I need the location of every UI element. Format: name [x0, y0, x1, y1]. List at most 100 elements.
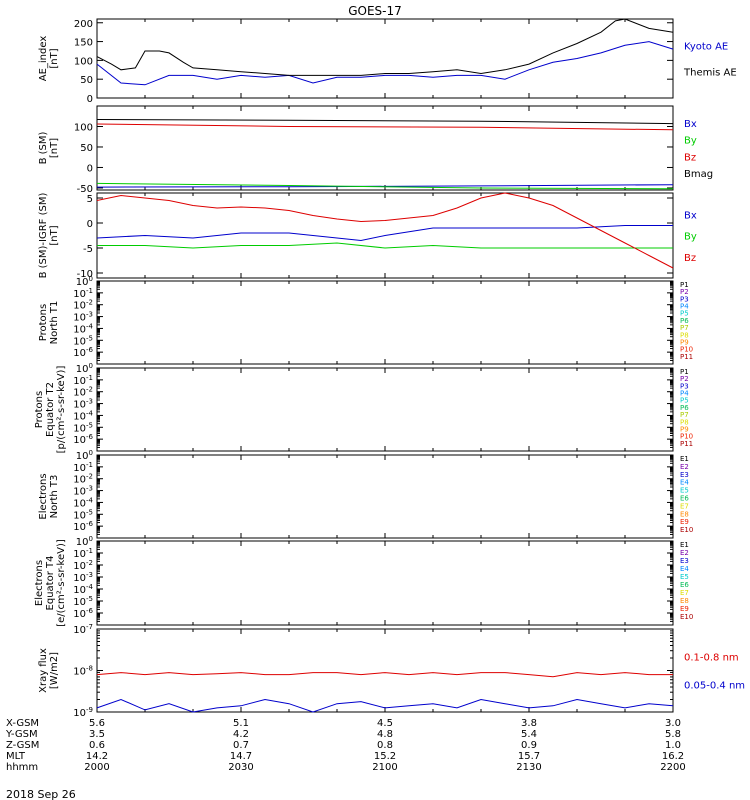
y-axis-label: Protons: [34, 391, 45, 428]
series-line: [96, 18, 674, 76]
y-tick-label: 10-2: [73, 386, 93, 399]
legend-entry: E7: [680, 589, 689, 597]
panel-bsm: -50 0 50 100 B (SM) [nT] Bx By Bz Bmag: [38, 105, 713, 195]
x-row-value: 0.7: [233, 740, 249, 751]
legend-entry: P6: [680, 404, 689, 412]
y-tick-label: 10-8: [73, 665, 93, 678]
panel-frame: [96, 18, 674, 99]
legend-entry: P10: [680, 433, 693, 441]
legend-entry: P6: [680, 317, 689, 325]
y-tick-label: 50: [80, 75, 93, 86]
y-tick-label: -10: [77, 269, 93, 280]
series-line: [96, 41, 674, 86]
x-row-label: Z-GSM: [6, 740, 39, 751]
y-tick-label: 10-3: [73, 571, 93, 584]
legend-entry: P7: [680, 324, 689, 332]
y-axis-label: B (SM): [38, 131, 49, 164]
y-axis-label: [W/m2]: [49, 652, 60, 689]
panel-xray: 10-7 10-8 10-9 Xray flux [W/m2] 0.1-0.8 nm 0.0…: [38, 623, 745, 719]
x-row-value: 5.6: [89, 718, 105, 729]
y-tick-label: 10-2: [73, 473, 93, 486]
x-row-value: 4.2: [233, 729, 249, 740]
legend-entry: P4: [680, 303, 689, 311]
y-tick-label: 10-4: [73, 409, 93, 422]
y-tick-label: 10-3: [73, 485, 93, 498]
y-axis-label: Xray flux: [38, 648, 49, 693]
y-axis-label: Equator T4: [45, 556, 56, 611]
legend-entry: P2: [680, 288, 689, 296]
y-tick-label: 0: [87, 219, 93, 230]
date-label: 2018 Sep 26: [6, 788, 76, 800]
x-row-value: 5.8: [665, 729, 681, 740]
y-tick-label: -50: [77, 184, 93, 195]
legend-entry: E2: [680, 463, 689, 471]
x-row-value: 15.2: [374, 751, 396, 762]
series-line: [96, 225, 673, 242]
y-tick-label: 10-1: [73, 461, 93, 474]
series-line: [96, 192, 674, 269]
x-row-value: 14.7: [230, 751, 252, 762]
legend-entry: E1: [680, 541, 689, 549]
y-tick-label: 150: [74, 38, 93, 49]
legend-entry: P10: [680, 346, 693, 354]
y-tick-label: 100: [76, 449, 93, 462]
x-row-value: 2000: [84, 762, 109, 773]
x-row-value: 4.5: [377, 718, 393, 729]
y-axis-label: [p/(cm²-s-sr-keV)]: [56, 366, 67, 454]
legend-entry: Bx: [684, 119, 697, 130]
y-tick-label: 0: [87, 94, 93, 105]
legend-entry: 0.05-0.4 nm: [684, 680, 745, 691]
series-line: [96, 123, 674, 131]
panel-frame: [96, 628, 674, 713]
y-tick-label: 10-3: [73, 398, 93, 411]
legend-entry: E6: [680, 581, 689, 589]
y-tick-label: 10-1: [73, 287, 93, 300]
legend-entry: E8: [680, 510, 689, 518]
legend-entry: E4: [680, 479, 689, 487]
y-tick-label: 10-5: [73, 595, 93, 608]
x-row-value: 4.8: [377, 729, 393, 740]
y-axis-label: Protons: [38, 304, 49, 341]
x-row-value: 3.0: [665, 718, 681, 729]
y-tick-label: 100: [76, 362, 93, 375]
x-row-value: 1.0: [665, 740, 681, 751]
legend-entry: P8: [680, 331, 689, 339]
y-axis-label: [nT]: [49, 48, 60, 68]
panel-ae: 0 50 100 150 200 AE_index [nT] Kyoto AE Themis A…: [38, 18, 737, 105]
y-tick-label: 10-6: [73, 346, 93, 359]
y-tick-label: 50: [80, 143, 93, 154]
x-row-value: 3.5: [89, 729, 105, 740]
x-row-value: 15.7: [518, 751, 540, 762]
y-tick-label: 10-1: [73, 374, 93, 387]
y-tick-label: 10-3: [73, 311, 93, 324]
y-tick-label: 10-1: [73, 547, 93, 560]
legend-entry: Themis AE: [683, 68, 737, 79]
x-row-value: 2100: [372, 762, 397, 773]
y-tick-label: 10-6: [73, 607, 93, 620]
legend-entry: E2: [680, 549, 689, 557]
y-tick-label: 100: [76, 275, 93, 288]
legend-entry: E1: [680, 455, 689, 463]
panel-frame: [96, 280, 674, 365]
legend-entry: E9: [680, 605, 689, 613]
legend-entry: P9: [680, 338, 689, 346]
legend-entry: Bx: [684, 210, 697, 221]
series-line: [97, 242, 673, 249]
y-tick-label: 10-2: [73, 559, 93, 572]
y-tick-label: 10-4: [73, 322, 93, 335]
x-row-value: 0.8: [377, 740, 393, 751]
series-line: [96, 672, 673, 678]
y-axis-label: North T1: [49, 301, 60, 345]
y-axis-label: B (SM)-IGRF (SM): [38, 193, 49, 279]
y-tick-label: 10-5: [73, 334, 93, 347]
x-row-value: 2130: [516, 762, 541, 773]
x-row-value: 2200: [660, 762, 685, 773]
legend-entry: P1: [680, 368, 689, 376]
y-axis-label: Electrons: [38, 473, 49, 519]
legend-entry: E8: [680, 597, 689, 605]
legend-entry: Bz: [684, 152, 696, 163]
